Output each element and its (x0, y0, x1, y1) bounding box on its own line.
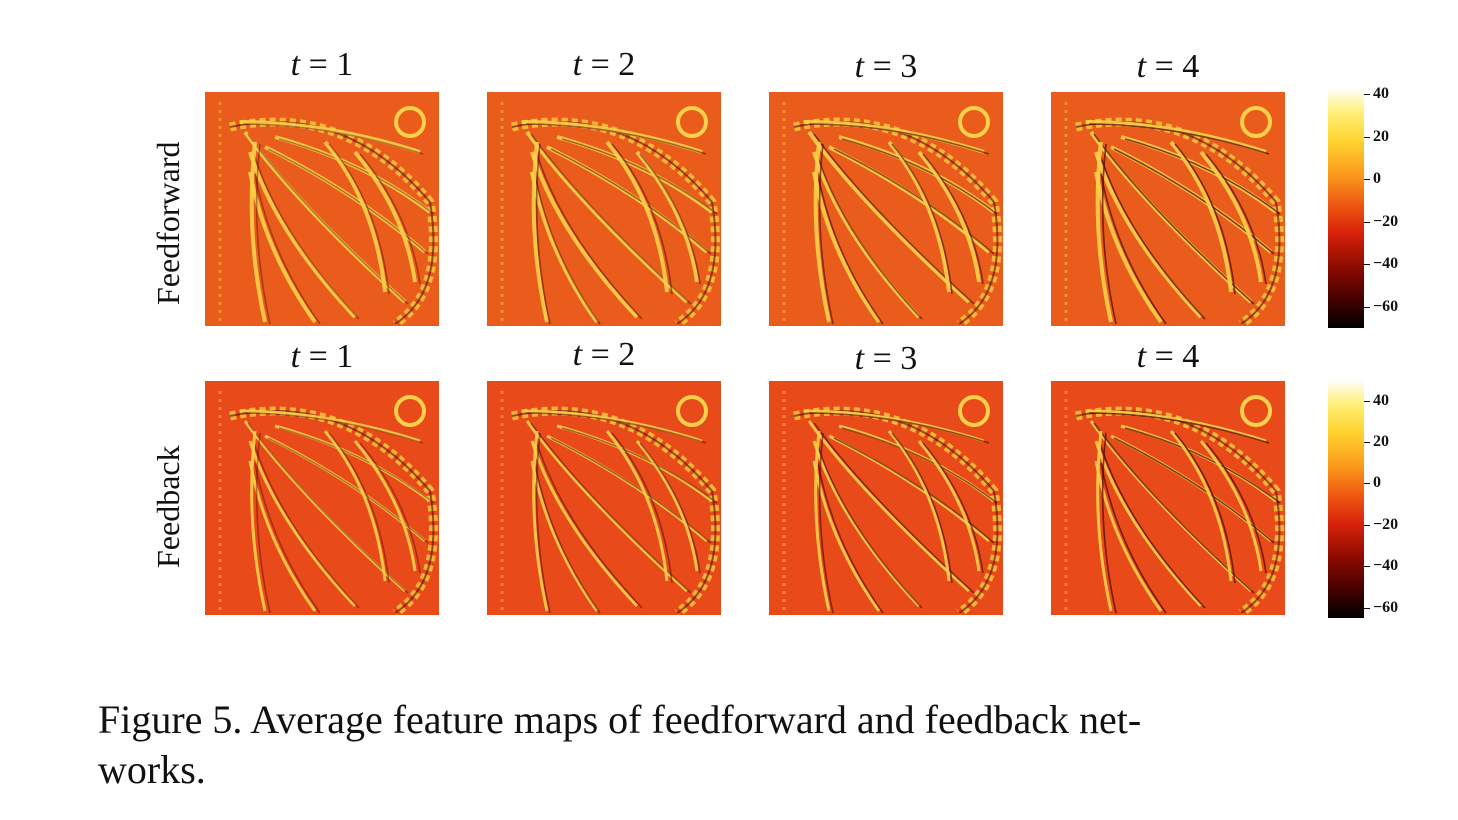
colorbar-tick-label: −60 (1373, 598, 1399, 616)
caption-line-1: Figure 5. Average feature maps of feedfo… (98, 697, 1142, 742)
panel-title-fb-3: t = 3 (854, 340, 918, 377)
colorbar-tick-label: −60 (1373, 297, 1399, 315)
panel-title-fb-2: t = 2 (572, 336, 636, 373)
colorbar-tick-mark (1364, 400, 1370, 402)
caption-line-2: works. (98, 747, 206, 792)
colorbar-tick-label: −40 (1373, 255, 1399, 273)
colorbar-tick-mark (1364, 566, 1370, 568)
colorbar-tick-mark (1364, 264, 1370, 266)
row-label-feedback: Feedback (150, 445, 186, 568)
row-label-feedforward: Feedforward (150, 141, 186, 305)
feature-map-ff-t4 (1051, 92, 1285, 326)
feature-map-fb-t1 (205, 381, 439, 615)
colorbar-gradient (1328, 380, 1364, 618)
feature-map-fb-t3 (769, 381, 1003, 615)
colorbar-tick-label: −20 (1373, 515, 1399, 533)
feature-map-fb-t2 (487, 381, 721, 615)
feature-map-fb-t4 (1051, 381, 1285, 615)
colorbar-tick-label: 20 (1373, 127, 1389, 145)
colorbar-tick-mark (1364, 136, 1370, 138)
colorbar-tick-mark (1364, 179, 1370, 181)
colorbar-feedback: 40 20 0 −20 −40 −60 (1328, 380, 1398, 618)
colorbar-tick-label: 40 (1373, 85, 1389, 103)
colorbar-tick-label: 20 (1373, 433, 1389, 451)
colorbar-tick-label: 0 (1373, 474, 1381, 492)
colorbar-tick-label: 40 (1373, 391, 1389, 409)
colorbar-tick-mark (1364, 483, 1370, 485)
panel-title-ff-3: t = 3 (854, 48, 918, 85)
feature-map-ff-t2 (487, 92, 721, 326)
feature-map-ff-t3 (769, 92, 1003, 326)
colorbar-tick-label: −20 (1373, 212, 1399, 230)
figure-caption: Figure 5. Average feature maps of feedfo… (98, 695, 1378, 795)
panel-title-fb-1: t = 1 (290, 338, 354, 375)
panel-title-ff-1: t = 1 (290, 46, 354, 83)
panel-title-fb-4: t = 4 (1136, 338, 1200, 375)
feature-map-ff-t1 (205, 92, 439, 326)
colorbar-tick-label: −40 (1373, 557, 1399, 575)
colorbar-feedforward: 40 20 0 −20 −40 −60 (1328, 85, 1398, 328)
colorbar-tick-mark (1364, 524, 1370, 526)
colorbar-gradient (1328, 88, 1364, 328)
colorbar-tick-mark (1364, 306, 1370, 308)
colorbar-tick-mark (1364, 607, 1370, 609)
colorbar-tick-mark (1364, 221, 1370, 223)
panel-title-ff-4: t = 4 (1136, 48, 1200, 85)
panel-title-ff-2: t = 2 (572, 46, 636, 83)
colorbar-tick-mark (1364, 442, 1370, 444)
colorbar-tick-mark (1364, 94, 1370, 96)
colorbar-tick-label: 0 (1373, 170, 1381, 188)
